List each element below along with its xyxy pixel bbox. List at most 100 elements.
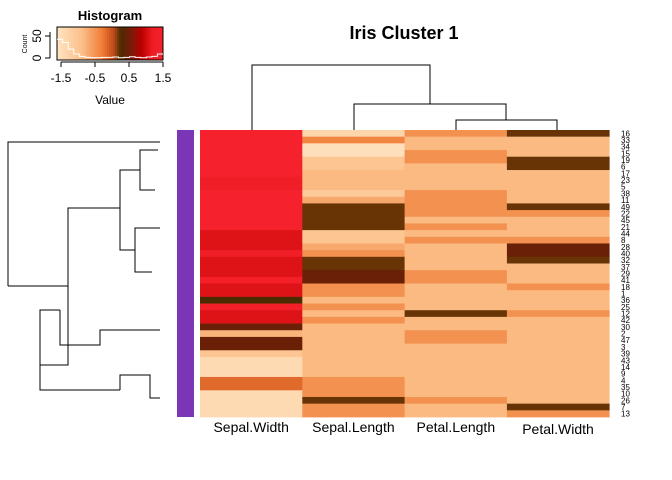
color-key-swatch (71, 27, 74, 60)
heatmap-cell (302, 250, 405, 258)
heatmap-cell (506, 243, 610, 251)
row-label: 33 (621, 136, 630, 145)
heatmap-cell (200, 250, 303, 258)
color-key-swatch (137, 27, 140, 60)
heatmap-cell (302, 190, 405, 198)
heatmap-cell (302, 330, 405, 338)
color-key-swatch (141, 27, 144, 60)
heatmap-cell (506, 176, 610, 184)
heatmap-cell (404, 176, 508, 184)
heatmap-cell (200, 183, 303, 191)
heatmap-cell (404, 210, 508, 218)
row-label: 19 (621, 156, 630, 165)
heatmap-cell (302, 390, 405, 398)
heatmap-cell (506, 210, 610, 218)
row-labels: 1633341519617235381149224521448284032372… (621, 129, 630, 418)
row-label: 14 (621, 363, 630, 372)
heatmap-cell (200, 383, 303, 391)
color-key-swatch (157, 27, 160, 60)
heatmap-cell (200, 203, 303, 211)
heatmap-cell (404, 356, 508, 364)
row-label: 49 (621, 203, 630, 212)
color-key-swatch (131, 27, 134, 60)
heatmap-cell (200, 390, 303, 398)
row-label: 16 (621, 129, 630, 138)
heatmap-cell (200, 163, 303, 171)
color-key-swatch (115, 27, 118, 60)
row-label: 36 (621, 296, 630, 305)
heatmap-cell (200, 303, 303, 311)
color-key-swatch (85, 27, 88, 60)
color-key-count-label: Count (22, 35, 29, 54)
heatmap-cell (302, 383, 405, 391)
heatmap-cell (302, 203, 405, 211)
heatmap-cell (506, 283, 610, 291)
row-label: 2 (621, 330, 626, 339)
heatmap-cell (404, 410, 508, 418)
row-label: 41 (621, 276, 630, 285)
row-label: 3 (621, 343, 626, 352)
heatmap-cell (506, 190, 610, 198)
heatmap-cell (302, 150, 405, 158)
heatmap-cell (302, 336, 405, 344)
heatmap-cell (404, 336, 508, 344)
color-key-swatch (153, 27, 156, 60)
heatmap-cell (302, 263, 405, 271)
color-key-tick-label: 0.5 (121, 71, 138, 85)
heatmap-cell (506, 323, 610, 331)
row-label: 12 (621, 310, 630, 319)
color-key-swatch (65, 27, 68, 60)
row-label: 47 (621, 336, 630, 345)
heatmap-cell (200, 143, 303, 151)
heatmap-cell (200, 216, 303, 224)
heatmap-cell (302, 403, 405, 411)
heatmap-cell (506, 263, 610, 271)
row-label: 18 (621, 283, 630, 292)
heatmap-cell (302, 210, 405, 218)
color-key-gradient (57, 27, 164, 60)
color-key-swatch (113, 27, 116, 60)
row-label: 44 (621, 230, 630, 239)
color-key-swatch (97, 27, 100, 60)
heatmap-cell (404, 143, 508, 151)
color-key-swatch (111, 27, 114, 60)
heatmap-cell (404, 376, 508, 385)
heatmap-cell (302, 356, 405, 364)
heatmap-cell (200, 343, 303, 351)
heatmap-cell (302, 130, 405, 138)
heatmap-cell (404, 343, 508, 351)
heatmap-cell (506, 336, 610, 344)
heatmap-cell (506, 256, 610, 264)
heatmap-cell (302, 303, 405, 311)
heatmap-cell (506, 136, 610, 144)
color-key-frame (56, 26, 164, 61)
heatmap-cell (404, 276, 508, 284)
color-key-swatch (95, 27, 98, 60)
row-label: 37 (621, 263, 630, 272)
heatmap-cell (200, 310, 303, 318)
heatmap-cell (506, 156, 610, 164)
heatmap-cell (302, 316, 405, 324)
heatmap-cell (506, 203, 610, 211)
heatmap-cell (506, 130, 610, 138)
heatmap-cell (404, 243, 508, 251)
heatmap-cell (506, 216, 610, 224)
color-key-count-axis: 0 50 (30, 29, 51, 61)
heatmap-cell (302, 216, 405, 224)
color-key-swatch (129, 27, 132, 60)
heatmap-cell (506, 396, 610, 405)
color-key-swatch (107, 27, 110, 60)
color-key-swatch (101, 27, 104, 60)
color-key-swatch (109, 27, 112, 60)
color-key-swatch (151, 27, 154, 60)
heatmap-cell (404, 283, 508, 291)
heatmap-cell (506, 183, 610, 191)
color-key-swatch (159, 27, 162, 60)
heatmap-cell (200, 263, 303, 271)
heatmap-cell (200, 130, 303, 138)
heatmap-cell (506, 223, 610, 231)
color-key-count-tick-label: 0 (30, 54, 44, 61)
row-label: 9 (621, 370, 626, 379)
heatmap-cell (404, 390, 508, 398)
heatmap-cell (404, 256, 508, 264)
